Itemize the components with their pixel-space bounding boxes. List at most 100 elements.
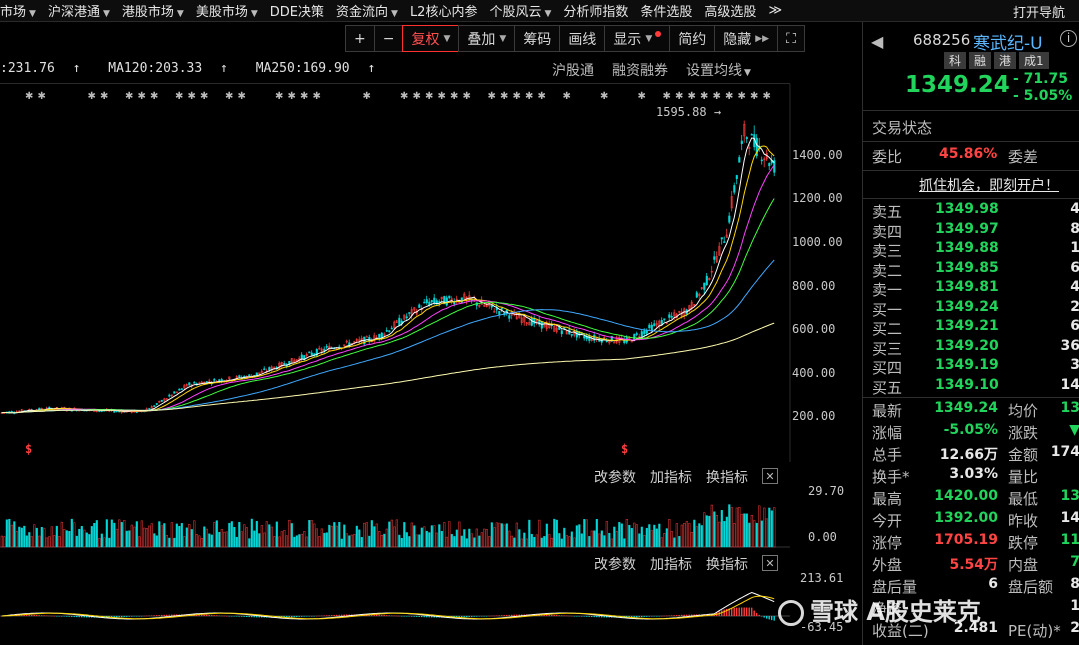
- stat-value: 1705.19: [934, 532, 998, 548]
- macd-histogram-bar: [326, 615, 328, 616]
- menu-item[interactable]: 港股市场 ▼: [122, 1, 192, 20]
- hk-connect-link[interactable]: 沪股通: [552, 63, 594, 79]
- ad-text[interactable]: 抓住机会，即刻开户！: [919, 178, 1059, 194]
- order-book-row[interactable]: 卖一 1349.81 4: [863, 279, 1079, 299]
- hide-button[interactable]: 隐藏 ▶▶: [714, 25, 779, 52]
- display-dropdown[interactable]: 显示 ▼: [604, 25, 671, 52]
- volume-chart[interactable]: [0, 488, 790, 548]
- order-book-row[interactable]: 卖四 1349.97 8: [863, 221, 1079, 241]
- menu-item[interactable]: 市场 ▼: [0, 1, 44, 20]
- order-book-row[interactable]: 买三 1349.20 36: [863, 338, 1079, 358]
- zoom-out-button[interactable]: −: [373, 25, 404, 52]
- fuquan-dropdown[interactable]: 复权 ▼: [402, 25, 460, 52]
- edit-params-button[interactable]: 改参数: [594, 557, 636, 573]
- volume-bar: [605, 521, 608, 548]
- menu-item[interactable]: 高级选股: [704, 1, 764, 20]
- candlestick: [735, 175, 738, 179]
- candlestick: [478, 304, 481, 307]
- order-book-row[interactable]: 买五 1349.10 14: [863, 377, 1079, 397]
- menu-item-label: 个股风云: [489, 5, 542, 20]
- menu-item[interactable]: DDE决策: [270, 1, 332, 20]
- macd-histogram-bar: [651, 616, 653, 617]
- macd-histogram-bar: [201, 614, 203, 616]
- more-menu-icon[interactable]: ≫: [768, 3, 783, 18]
- collapse-left-icon[interactable]: ◀: [871, 32, 884, 51]
- volume-bar: [618, 522, 621, 548]
- macd-histogram-bar: [33, 614, 35, 616]
- macd-histogram-bar: [558, 615, 560, 616]
- macd-histogram-bar: [343, 614, 345, 616]
- switch-indicator-button[interactable]: 换指标: [706, 557, 748, 573]
- candlestick: [500, 308, 503, 310]
- signal-mark-icon: ✱: [750, 91, 758, 102]
- macd-histogram-bar: [86, 616, 88, 618]
- candlestick: [760, 159, 763, 162]
- order-book-row[interactable]: 卖三 1349.88 1: [863, 240, 1079, 260]
- close-icon[interactable]: ✕: [762, 468, 778, 484]
- menu-item[interactable]: 资金流向 ▼: [336, 1, 406, 20]
- macd-histogram-bar: [643, 616, 645, 617]
- menu-item[interactable]: 个股风云 ▼: [489, 1, 559, 20]
- macd-histogram-bar: [146, 615, 148, 617]
- fullscreen-button[interactable]: ⛶: [777, 25, 805, 52]
- zoom-in-button[interactable]: +: [345, 25, 375, 52]
- macd-histogram-bar: [551, 614, 553, 616]
- add-indicator-button[interactable]: 加指标: [650, 557, 692, 573]
- draw-line-button[interactable]: 画线: [559, 25, 606, 52]
- event-marker[interactable]: $: [25, 442, 33, 456]
- info-icon[interactable]: i: [1060, 30, 1077, 47]
- candlestick: [323, 348, 326, 352]
- open-nav-button[interactable]: 打开导航: [1002, 0, 1079, 21]
- stat-row: 收益(二) 2.481 PE(动)* 2: [863, 620, 1079, 640]
- candlestick: [640, 331, 643, 337]
- close-icon[interactable]: ✕: [762, 555, 778, 571]
- macd-histogram-bar: [583, 616, 585, 617]
- signal-mark-icon: ✱: [100, 91, 108, 102]
- switch-indicator-button[interactable]: 换指标: [706, 470, 748, 486]
- simple-mode-button[interactable]: 简约: [669, 25, 716, 52]
- margin-trading-link[interactable]: 融资融券: [612, 63, 668, 79]
- overlay-dropdown[interactable]: 叠加 ▼: [458, 25, 516, 52]
- volume-bar: [475, 528, 478, 548]
- stat-label: 换手*: [872, 468, 910, 486]
- macd-histogram-bar: [316, 615, 318, 617]
- volume-bar: [660, 537, 663, 548]
- macd-chart[interactable]: [0, 576, 790, 638]
- macd-histogram-bar: [573, 616, 575, 617]
- macd-histogram-bar: [41, 615, 43, 616]
- volume-bar: [375, 523, 378, 548]
- order-volume: 4: [1070, 279, 1079, 295]
- volume-bar: [330, 526, 333, 548]
- edit-params-button[interactable]: 改参数: [594, 470, 636, 486]
- add-indicator-button[interactable]: 加指标: [650, 470, 692, 486]
- menu-item[interactable]: 条件选股: [640, 1, 700, 20]
- order-book-row[interactable]: 买二 1349.21 6: [863, 318, 1079, 338]
- order-book-row[interactable]: 卖二 1349.85 6: [863, 260, 1079, 280]
- stat-value: 11: [1060, 532, 1079, 548]
- candlestick: [573, 330, 576, 336]
- event-marker[interactable]: $: [621, 442, 629, 456]
- ma-settings-link[interactable]: 设置均线 ▼: [686, 60, 751, 80]
- volume-bar: [663, 533, 666, 548]
- macd-histogram-bar: [681, 614, 683, 616]
- order-book-row[interactable]: 卖五 1349.98 4: [863, 201, 1079, 221]
- candlestick: [365, 336, 368, 338]
- volume-bar: [425, 530, 428, 548]
- chip-distribution-button[interactable]: 筹码: [514, 25, 561, 52]
- menu-item[interactable]: L2核心内参: [410, 1, 486, 20]
- volume-bar: [393, 526, 396, 548]
- order-book-row[interactable]: 买一 1349.24 2: [863, 299, 1079, 319]
- macd-histogram-bar: [653, 616, 655, 617]
- menu-item[interactable]: 美股市场 ▼: [196, 1, 266, 20]
- volume-bar: [433, 525, 436, 548]
- ad-banner[interactable]: 抓住机会，即刻开户！: [863, 175, 1079, 194]
- divider: [863, 198, 1079, 199]
- kline-chart[interactable]: ✱ ✱ ✱ ✱ ✱ ✱ ✱ ✱ ✱ ✱ ✱ ✱ ✱ ✱ ✱ ✱ ✱ ✱ ✱ ✱ ✱ ✱ ✱ ✱ ✱ ✱ ✱ ✱ ✱ ✱ ✱ ✱ ✱ ✱ ✱ ✱ ✱ ✱ ✱ ✱: [0, 84, 855, 462]
- volume-bar: [505, 523, 508, 548]
- menu-item[interactable]: 沪深港通 ▼: [48, 1, 118, 20]
- menu-item[interactable]: 分析师指数: [563, 1, 636, 20]
- order-book-row[interactable]: 买四 1349.19 3: [863, 357, 1079, 377]
- macd-axis-bottom: -63.45: [800, 620, 844, 634]
- macd-histogram-bar: [176, 614, 178, 616]
- macd-histogram-bar: [118, 616, 120, 618]
